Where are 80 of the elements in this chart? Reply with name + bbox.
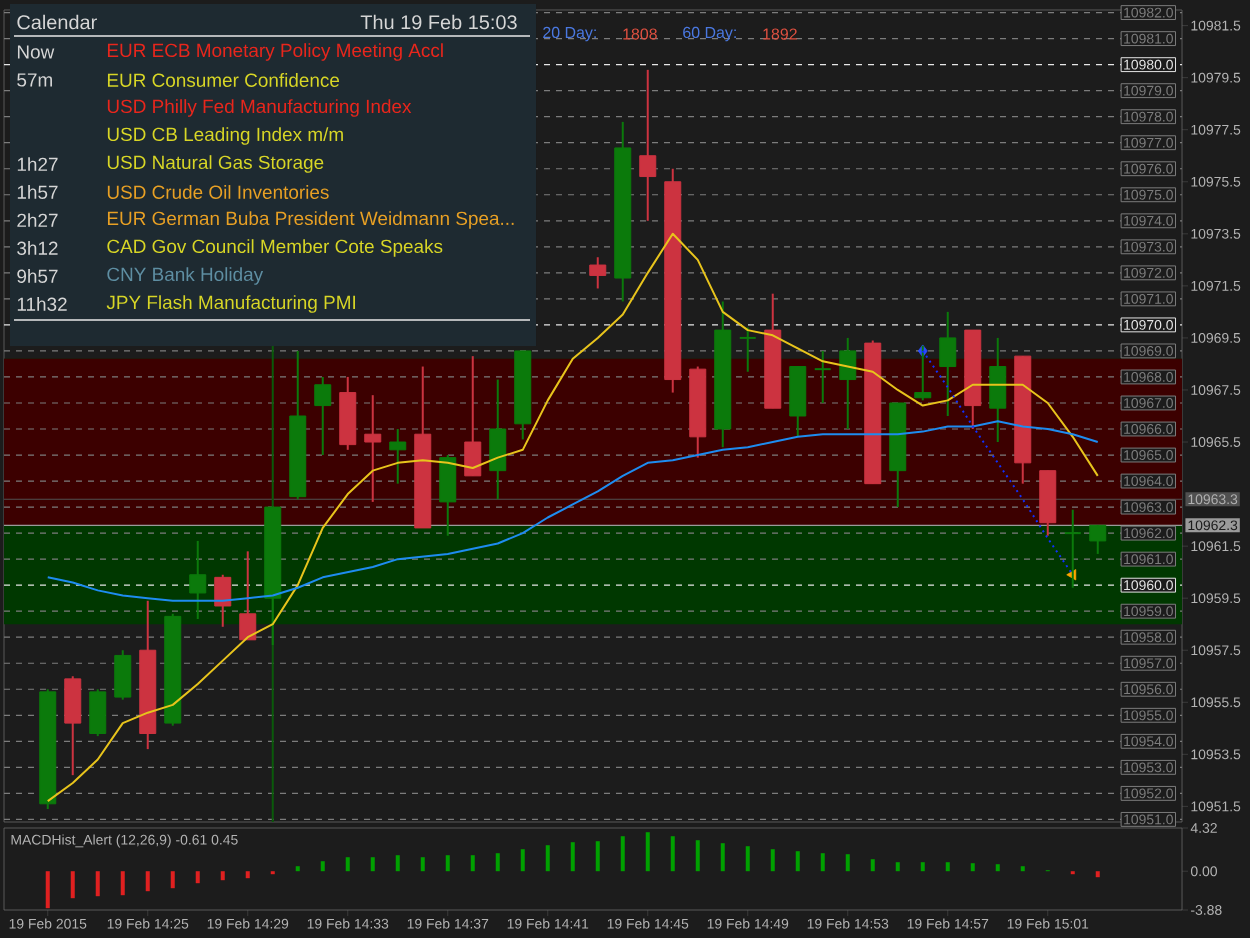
bar [445, 855, 450, 872]
category-label: 57m [17, 73, 52, 87]
category-label: Now [17, 45, 55, 59]
bar [370, 857, 375, 872]
bar [995, 864, 1000, 872]
category-label: 3h12 [17, 241, 58, 255]
bar [95, 871, 100, 897]
candlestick [64, 675, 82, 777]
annotation: CAD Gov Council Member Cote Speaks [107, 239, 443, 257]
bar [320, 861, 325, 872]
annotation: USD CB Leading Index m/m [107, 127, 343, 145]
bar [870, 859, 875, 872]
annotation: USD Crude Oil Inventories [107, 185, 329, 199]
category-label: 9h57 [17, 269, 58, 283]
candlestick [1089, 524, 1107, 555]
bar [645, 832, 650, 872]
candlestick [939, 310, 957, 417]
candlestick [189, 539, 207, 620]
bar [1020, 866, 1025, 872]
bar [120, 871, 125, 896]
bar [245, 871, 250, 879]
bar [970, 863, 975, 872]
annotation: EUR Consumer Confidence [107, 73, 340, 87]
bar [620, 836, 625, 872]
bar [420, 857, 425, 872]
bar [195, 871, 200, 884]
bar [670, 836, 675, 872]
text: Thu 19 Feb 15:03 [360, 14, 517, 30]
annotation: USD Natural Gas Storage [107, 155, 324, 173]
category-label: 1h57 [17, 185, 58, 199]
bar [1095, 871, 1100, 878]
bar [220, 871, 225, 881]
category-label: 1h27 [17, 157, 58, 171]
bar [70, 871, 75, 899]
bar [545, 845, 550, 872]
bar [920, 862, 925, 872]
candlestick [239, 550, 257, 641]
bar [745, 846, 750, 872]
candlestick [389, 428, 407, 485]
text: Calendar [17, 14, 97, 30]
candlestick [464, 355, 482, 477]
bar [770, 849, 775, 872]
annotation: EUR ECB Monetary Policy Meeting Accl [107, 43, 443, 61]
bar [820, 853, 825, 872]
bar [295, 866, 300, 872]
category-label: 2h27 [17, 213, 58, 227]
candlestick [89, 688, 107, 738]
candlestick [114, 649, 132, 701]
bar [145, 871, 150, 892]
annotation: CNY Bank Holiday [107, 267, 264, 285]
candlestick [639, 68, 657, 222]
candlestick [839, 336, 857, 431]
bar [945, 862, 950, 872]
candlestick [214, 573, 232, 628]
annotation: USD Philly Fed Manufacturing Index [107, 99, 412, 117]
candlestick [589, 256, 607, 290]
candlestick [439, 454, 457, 537]
bar [45, 871, 50, 909]
annotation: EUR German Buba President Weidmann Spea... [107, 211, 514, 229]
bar [720, 843, 725, 872]
category-label: 11h32 [17, 297, 67, 311]
bar [845, 854, 850, 872]
bar [170, 871, 175, 889]
candlestick [813, 349, 832, 404]
bar [470, 855, 475, 872]
candlestick [364, 394, 382, 503]
bar [570, 842, 575, 872]
candlestick [738, 326, 757, 373]
candlestick [989, 336, 1007, 444]
bar [345, 857, 350, 872]
bar [595, 841, 600, 872]
bar [495, 853, 500, 872]
candlestick [314, 375, 332, 457]
bar [895, 862, 900, 872]
candlestick [489, 378, 507, 501]
bar [395, 855, 400, 872]
bar [695, 840, 700, 872]
bar [520, 849, 525, 872]
bar [795, 851, 800, 872]
annotation: JPY Flash Manufacturing PMI [106, 295, 355, 313]
